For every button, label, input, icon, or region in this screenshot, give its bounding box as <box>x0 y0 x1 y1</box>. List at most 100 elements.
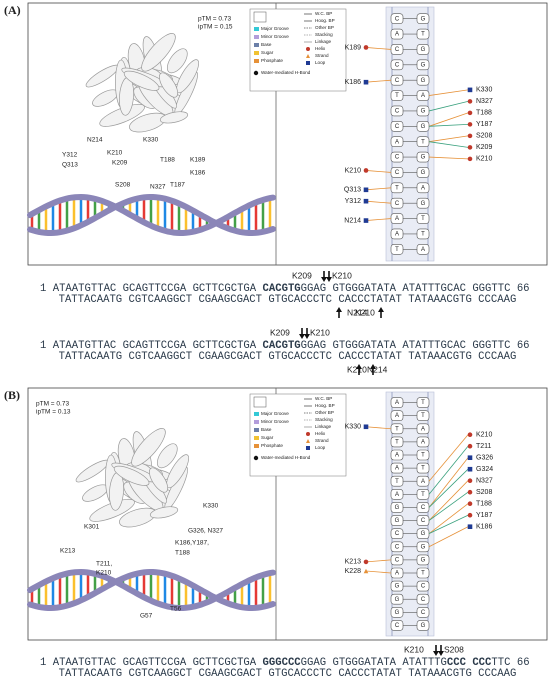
base: A <box>395 466 399 472</box>
contact-line <box>428 135 469 143</box>
base-box <box>416 244 430 255</box>
residue-marker <box>306 446 310 450</box>
legend-label: W.C. BP <box>315 11 332 16</box>
residue-marker <box>306 54 310 58</box>
contact-line <box>428 457 469 508</box>
base: T <box>395 479 399 485</box>
base-box <box>416 436 430 448</box>
contact-line <box>428 100 469 112</box>
residue: Y312 <box>345 198 361 205</box>
legend-label: Phosphate <box>261 443 283 448</box>
residue-marker <box>467 432 473 438</box>
base: G <box>421 544 426 550</box>
base: A <box>395 453 399 459</box>
residue-marker <box>467 156 473 162</box>
base-box <box>390 515 404 526</box>
base-box <box>390 475 404 487</box>
base: C <box>395 124 400 130</box>
sequence-segment: GGAG GTGGGATATA ATATTTGCAC GGGTTC 66 <box>301 283 530 295</box>
base: A <box>421 93 425 99</box>
legend-label: Water-mediated H-Bond <box>261 455 311 460</box>
residue-marker <box>363 424 369 430</box>
base: C <box>395 16 400 22</box>
residue-label: K330 <box>203 503 219 510</box>
top-strand: 1 ATAATGTTAC GCAGTTCCGA GCTTCGCTGA CACGT… <box>40 283 530 295</box>
base: T <box>421 492 425 498</box>
contact-line <box>365 559 392 563</box>
bottom-strand: TATTACAATG CGTCAAGGCT CGAAGCGACT GTGCACC… <box>59 668 517 680</box>
arrow-head <box>433 651 439 656</box>
base-box <box>390 528 404 539</box>
legend-box <box>249 393 347 477</box>
arrow-head <box>370 364 376 369</box>
legend-label: Minor Groove <box>261 419 289 424</box>
base-box <box>390 449 404 461</box>
residue-label: T187 <box>170 182 185 189</box>
residue-marker <box>467 87 473 93</box>
legend-label: Stacking <box>315 417 333 422</box>
contact-line <box>365 426 392 430</box>
protein-ribbon <box>159 111 189 124</box>
base-box <box>390 620 404 631</box>
residue-marker <box>306 439 310 443</box>
residue: K186 <box>476 524 492 531</box>
base: G <box>421 531 426 537</box>
contact-line <box>428 503 469 534</box>
arrow-head <box>438 651 444 656</box>
top-strand: 1 ATAATGTTAC GCAGTTCCGA GCTTCGCTGA GGGCC… <box>40 657 530 669</box>
residue-label: G326, N327 <box>188 528 223 535</box>
base: T <box>395 247 399 253</box>
sequence-segment: 1 ATAATGTTAC GCAGTTCCGA GCTTCGCTGA <box>40 657 263 669</box>
residue: T188 <box>476 110 492 117</box>
panel-frame <box>27 2 548 266</box>
base: G <box>395 505 400 511</box>
base: C <box>395 155 400 161</box>
dna-backbone <box>27 569 276 611</box>
legend-label: Sugar <box>261 435 274 440</box>
residue: K330 <box>476 87 492 94</box>
legend-swatch <box>254 43 259 47</box>
base: G <box>421 124 426 130</box>
base: A <box>395 413 399 419</box>
sequence-segment: CACGTG <box>263 283 301 295</box>
residue: Y187 <box>476 512 492 519</box>
residue-label: Q313 <box>62 162 78 169</box>
residue: G324 <box>476 466 493 473</box>
base: A <box>395 216 399 222</box>
residue: S208 <box>476 133 492 140</box>
protein-ribbon <box>149 506 179 519</box>
legend-label: Other BP <box>315 25 334 30</box>
legend-label: Minor Groove <box>261 34 289 39</box>
residue-label: T211, <box>96 561 112 568</box>
legend-label: Loop <box>315 60 326 65</box>
residue-marker <box>467 443 473 449</box>
sequence-segment: GGAG GTGGGATATA ATATTTG <box>301 657 447 669</box>
contact-line <box>365 187 392 191</box>
base-box <box>416 607 430 618</box>
residue-marker <box>467 512 473 518</box>
residue-marker <box>363 45 369 50</box>
residue-marker <box>467 145 473 150</box>
legend-swatch <box>254 420 259 424</box>
residue-marker <box>467 489 473 495</box>
residue-marker <box>467 478 473 484</box>
dna-backbone <box>27 193 276 236</box>
contact-line <box>428 89 469 96</box>
legend-label: Hoog. BP <box>315 18 335 23</box>
base-box <box>416 449 430 461</box>
base: C <box>395 201 400 207</box>
arrow-head <box>326 277 332 282</box>
dna-backbone <box>27 568 276 611</box>
score: ipTM = 0.13 <box>36 409 71 416</box>
residue: G326 <box>476 455 493 462</box>
base: G <box>421 557 426 563</box>
protein-ribbon <box>159 72 179 98</box>
residue-marker <box>467 455 473 461</box>
sequence-segment: CACGTG <box>263 340 301 352</box>
residue-label: K209 <box>112 160 128 167</box>
base: C <box>395 557 400 563</box>
panel-label: (B) <box>4 388 20 402</box>
base-box <box>416 567 430 579</box>
arrow-head <box>378 307 384 312</box>
base: G <box>421 623 426 629</box>
